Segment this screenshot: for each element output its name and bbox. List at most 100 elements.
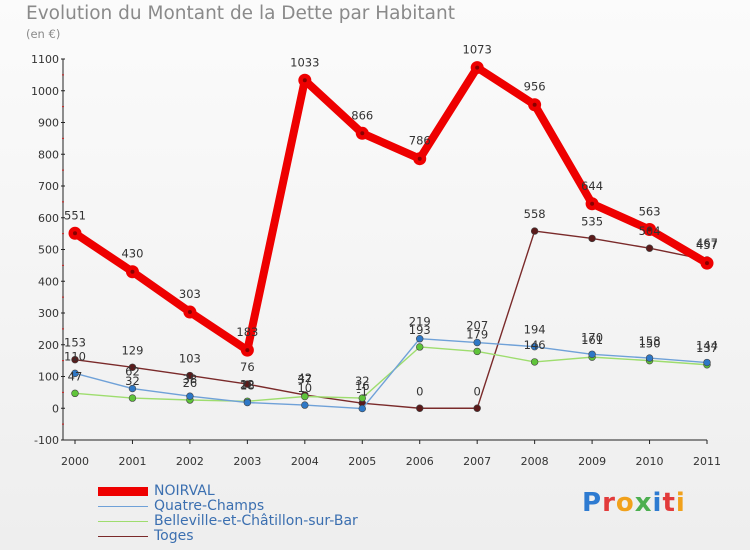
series-toges [71, 227, 711, 412]
data-point [473, 338, 481, 347]
series-line [74, 338, 708, 410]
proxiti-logo: Proxiti [582, 488, 686, 518]
data-point-center [417, 156, 422, 161]
data-label: 26 [183, 376, 198, 390]
data-label: 10 [297, 381, 312, 395]
data-label: 504 [639, 224, 661, 238]
data-point-center [73, 231, 77, 236]
y-tick-label: 100 [38, 371, 59, 384]
x-tick-label: 2001 [118, 455, 146, 468]
unit-label: (en €) [26, 27, 61, 41]
y-tick-label: 0 [52, 402, 59, 415]
data-label: 103 [179, 352, 201, 366]
logo-letter: o [615, 488, 635, 518]
data-point-center [590, 201, 595, 206]
data-label: 551 [64, 208, 86, 222]
data-point [71, 389, 79, 398]
y-tick-label: 700 [38, 180, 59, 193]
data-label: 535 [581, 214, 603, 228]
axes: -100010020030040050060070080090010001100… [31, 53, 721, 468]
logo-letter: x [634, 488, 653, 518]
data-label: 158 [639, 334, 661, 348]
data-point [416, 335, 424, 343]
data-label: 150 [639, 337, 661, 351]
data-label: 76 [240, 360, 255, 374]
series-line [74, 230, 708, 409]
x-tick-label: 2002 [176, 455, 204, 468]
data-point [645, 244, 654, 252]
data-label: 32 [125, 374, 140, 388]
data-label: 303 [179, 287, 201, 301]
x-tick-label: 2007 [463, 455, 491, 468]
legend-label: Quatre-Champs [154, 498, 265, 514]
logo-letter: i [675, 488, 686, 518]
logo-letter: t [662, 488, 676, 518]
data-label: 179 [466, 327, 488, 341]
data-point [71, 369, 79, 378]
data-point-center [245, 348, 250, 353]
data-point [530, 358, 539, 366]
legend-label: Toges [154, 528, 194, 544]
data-label: 170 [581, 330, 603, 344]
logo-letter: P [582, 488, 603, 518]
legend-swatch [98, 487, 148, 496]
data-point [473, 404, 481, 412]
data-label: 22 [240, 377, 255, 391]
x-tick-label: 2003 [233, 455, 261, 468]
data-label: 32 [355, 374, 370, 388]
legend-swatch [98, 505, 148, 508]
data-label: 563 [639, 204, 661, 218]
logo-letter: r [602, 488, 616, 518]
data-label: 37 [297, 373, 312, 387]
data-label: 219 [409, 315, 431, 329]
x-tick-label: 2004 [291, 455, 319, 468]
y-tick-label: -100 [34, 434, 59, 447]
data-label: 467 [696, 236, 718, 250]
data-label: 0 [474, 384, 481, 398]
data-point [186, 371, 194, 380]
data-point-center [130, 269, 135, 274]
legend-label: Belleville-et-Châtillon-sur-Bar [154, 513, 358, 529]
logo-letter: i [652, 488, 663, 518]
data-point-center [302, 78, 307, 83]
data-point [128, 384, 137, 393]
data-label: 62 [125, 365, 140, 379]
data-label: 644 [581, 179, 603, 193]
data-point-center [705, 261, 709, 266]
data-point-center [532, 102, 537, 107]
data-label: 38 [183, 372, 198, 386]
data-point-center [360, 131, 365, 136]
data-label: 956 [524, 80, 546, 94]
data-label: 161 [581, 333, 603, 347]
legend-item-belleville: Belleville-et-Châtillon-sur-Bar [98, 513, 398, 529]
series-quatre-champs [71, 335, 711, 413]
data-point [530, 227, 539, 235]
data-point [243, 380, 252, 388]
legend: NOIRVAL Quatre-Champs Belleville-et-Chât… [98, 483, 398, 544]
line-chart: -100010020030040050060070080090010001100… [31, 43, 721, 468]
data-point [416, 343, 424, 351]
y-tick-label: 500 [38, 244, 59, 257]
data-point [473, 347, 481, 356]
data-label: 183 [236, 325, 258, 339]
y-tick-label: 900 [38, 117, 59, 130]
y-tick-label: 200 [38, 339, 59, 352]
data-label: 146 [524, 338, 546, 352]
data-label: 1033 [290, 55, 319, 69]
legend-label: NOIRVAL [154, 483, 215, 499]
data-label: 786 [409, 134, 431, 148]
legend-item-toges: Toges [98, 528, 398, 544]
x-tick-label: 2000 [61, 455, 89, 468]
series-line [74, 346, 708, 402]
x-tick-label: 2011 [693, 455, 721, 468]
data-point [416, 404, 424, 412]
data-point [358, 394, 366, 402]
data-point-center [647, 227, 652, 232]
y-tick-label: 300 [38, 307, 59, 320]
legend-swatch [98, 535, 148, 538]
data-point [301, 392, 309, 401]
data-label: 866 [351, 108, 373, 122]
series-layer [68, 61, 714, 413]
x-tick-label: 2006 [406, 455, 434, 468]
